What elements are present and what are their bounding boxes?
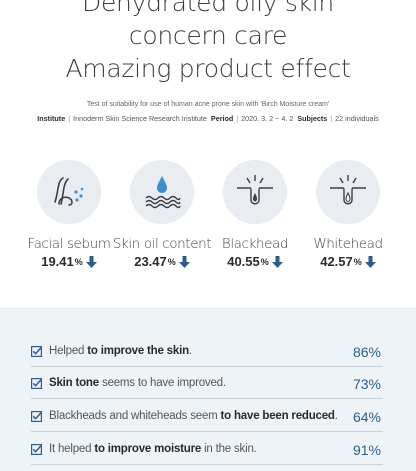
result-text: Blackheads and whiteheads seem to have b… — [49, 410, 338, 422]
result-text: Helped to improve the skin. — [49, 345, 192, 357]
result-text-bold: to have been reduced — [220, 410, 335, 422]
stat-number: 23.47 — [134, 254, 167, 269]
blackhead-pore-icon — [237, 175, 273, 205]
result-row: Blackheads and whiteheads seem to have b… — [31, 409, 383, 432]
stat-value: 23.47% — [110, 254, 214, 269]
stat-number: 19.41 — [41, 254, 74, 269]
stat-label: Whitehead — [313, 236, 383, 252]
stat-unit: % — [74, 256, 83, 267]
result-row: Helped to improve the skin. 86% — [31, 344, 383, 367]
arrow-down-icon — [271, 255, 283, 268]
institute-label: Institute — [37, 114, 66, 123]
arrow-down-icon — [85, 255, 97, 268]
stat-unit: % — [353, 256, 362, 267]
result-text-plain: seems to have improved. — [98, 377, 226, 389]
stat-whitehead: Whitehead 42.57% — [296, 160, 400, 269]
result-percent: 73% — [352, 376, 381, 392]
checkbox-checked-icon — [31, 378, 42, 389]
result-row: Skin tone seems to have improved. 73% — [31, 376, 383, 399]
stat-icon-circle — [37, 160, 101, 224]
stat-label: Facial sebum — [27, 236, 111, 252]
stat-value: 40.55% — [203, 254, 307, 269]
separator: | — [236, 114, 239, 123]
stat-unit: % — [167, 256, 176, 267]
headline-line-3: Amazing product effect — [65, 54, 351, 83]
stat-icon-circle — [223, 160, 287, 224]
result-percent: 64% — [352, 409, 381, 425]
result-row: It helped to improve moisture in the ski… — [31, 442, 383, 465]
subjects-value: 22 individuals — [335, 114, 379, 123]
stat-icon-circle — [130, 160, 194, 224]
period-value: 2020. 3. 2 ~ 4. 2 — [241, 114, 294, 123]
headline-line-1: Dehydrated oily skin — [82, 0, 334, 17]
arrow-down-icon — [178, 255, 190, 268]
result-text-bold: Skin tone — [49, 377, 99, 389]
headline: Dehydrated oily skin concern care Amazin… — [0, 0, 416, 85]
result-percent: 86% — [352, 344, 381, 360]
result-text-plain: in the skin. — [201, 443, 257, 455]
result-text: It helped to improve moisture in the ski… — [49, 443, 257, 455]
stat-value: 19.41% — [17, 254, 121, 269]
oil-drop-icon — [145, 176, 181, 209]
test-meta: Institute | Innoderm Skin Science Research… — [0, 114, 416, 123]
stat-facial-sebum: Facial sebum 19.41% — [17, 160, 121, 269]
result-text-bold: to improve the skin — [87, 345, 189, 357]
result-text-plain: . — [334, 410, 338, 422]
arrow-down-icon — [364, 255, 376, 268]
result-text-plain: Helped — [49, 345, 88, 357]
test-description: Test of suitability for use of human acn… — [86, 101, 330, 108]
result-text-bold: to improve moisture — [94, 443, 202, 455]
result-percent: 91% — [352, 442, 381, 458]
subjects-label: Subjects — [297, 114, 328, 123]
stat-label: Skin oil content — [112, 236, 212, 252]
hair-follicle-icon — [54, 177, 84, 206]
results-panel: Helped to improve the skin. 86% Skin ton… — [0, 307, 416, 471]
stat-number: 40.55 — [227, 254, 260, 269]
checkbox-checked-icon — [31, 411, 42, 422]
checkbox-checked-icon — [31, 444, 42, 455]
result-text-plain: . — [188, 345, 192, 357]
result-text-plain: Blackheads and whiteheads seem — [49, 410, 221, 422]
stat-unit: % — [260, 256, 269, 267]
stat-number: 42.57 — [320, 254, 353, 269]
stat-label: Blackhead — [221, 236, 289, 252]
separator: | — [68, 114, 71, 123]
result-text-plain: It helped — [49, 443, 95, 455]
stat-blackhead: Blackhead 40.55% — [203, 160, 307, 269]
institute-value: Innoderm Skin Science Research Institute — [73, 114, 207, 123]
separator: | — [330, 114, 333, 123]
whitehead-pore-icon — [330, 175, 366, 205]
headline-line-2: concern care — [128, 21, 288, 50]
period-label: Period — [210, 114, 234, 123]
stat-value: 42.57% — [296, 254, 400, 269]
checkbox-checked-icon — [31, 346, 42, 357]
stat-skin-oil-content: Skin oil content 23.47% — [110, 160, 214, 269]
result-text: Skin tone seems to have improved. — [49, 377, 226, 389]
stat-icon-circle — [316, 160, 380, 224]
